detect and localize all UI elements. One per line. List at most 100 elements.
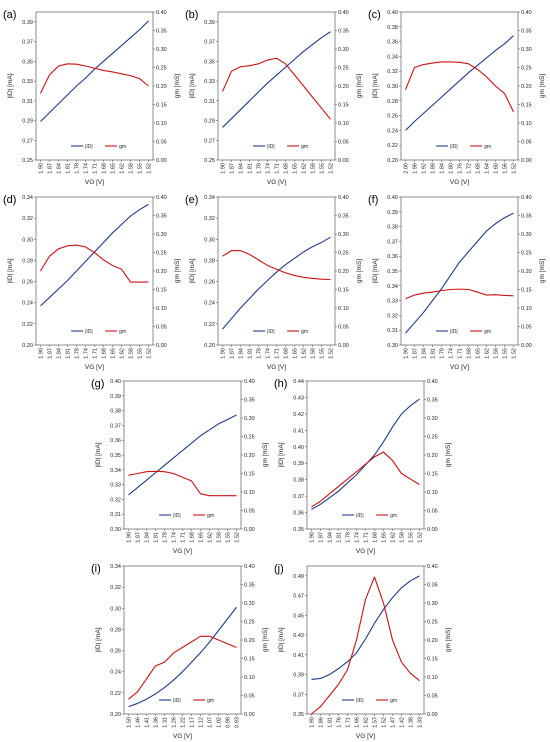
x-axis-label: VG [V]	[356, 548, 375, 555]
left-tick-label: 0.33	[110, 483, 121, 489]
x-tick-label: 1.78	[440, 348, 446, 359]
series-line-gm	[40, 63, 149, 94]
right-tick-label: 0.20	[156, 84, 167, 90]
left-tick-label: 0.35	[293, 712, 304, 718]
x-tick-label: 1.68	[284, 348, 290, 359]
left-tick-label: 0.37	[204, 40, 215, 46]
left-tick-label: 0.28	[22, 258, 33, 264]
x-tick-label: 1.84	[57, 348, 63, 359]
x-tick-label: 1.65	[199, 532, 205, 543]
x-tick-label: 1.68	[102, 163, 108, 174]
x-tick-label: 1.65	[111, 163, 117, 174]
right-tick-label: 0.15	[338, 103, 349, 109]
left-tick-label: 0.24	[22, 301, 33, 307]
series-line-id	[40, 203, 149, 307]
x-tick-label: 1.62	[364, 717, 370, 728]
left-tick-label: 0.34	[387, 54, 398, 60]
x-tick-label: 1.90	[221, 163, 227, 174]
series-line-id	[40, 20, 149, 122]
x-tick-label: 1.55	[138, 348, 144, 359]
left-tick-label: 0.39	[293, 461, 304, 467]
chart-panel: (h) 0.35 0.36 0.37 0.38 0.39 0.40 0.41 0.42 0.43 0…	[274, 378, 452, 555]
right-tick-label: 0.35	[521, 29, 532, 35]
right-tick-label: 0.35	[244, 583, 255, 589]
x-tick-label: 1.52	[512, 163, 518, 174]
left-tick-label: 0.31	[204, 99, 215, 105]
legend-entry: gm	[301, 144, 308, 150]
panel-label: (c)	[368, 9, 381, 21]
left-tick-label: 0.49	[293, 574, 304, 580]
left-tick-label: 0.35	[387, 269, 398, 275]
x-axis-label: VG [V]	[173, 733, 192, 740]
left-tick-label: 0.30	[22, 237, 33, 243]
left-tick-label: 0.32	[387, 69, 398, 75]
legend-entry: gm	[390, 513, 397, 519]
plot-frame	[35, 196, 154, 346]
left-tick-label: 0.39	[22, 20, 33, 26]
x-tick-label: 1.46	[136, 717, 142, 728]
left-tick-label: 0.29	[22, 119, 33, 125]
series-line-id	[311, 575, 420, 681]
legend-entry: |ID|	[267, 329, 275, 335]
right-tick-label: 0.15	[338, 288, 349, 294]
panel-label: (j)	[274, 563, 284, 575]
x-tick-label: 1.58	[129, 163, 135, 174]
x-tick-label: 1.80	[449, 163, 455, 174]
y-left-axis-label: |ID| [mA]	[278, 442, 285, 467]
x-tick-label: 1.41	[145, 717, 151, 728]
y-right-axis-label: gm [mS]	[539, 74, 546, 98]
right-tick-label: 0.30	[427, 601, 438, 607]
x-tick-label: 1.87	[230, 348, 236, 359]
x-tick-label: 1.74	[84, 163, 90, 174]
series-line-id	[311, 398, 420, 510]
left-tick-label: 0.27	[204, 138, 215, 144]
x-tick-label: 1.74	[266, 348, 272, 359]
y-left-axis-label: |ID| [mA]	[278, 627, 285, 652]
left-tick-label: 0.26	[204, 280, 215, 286]
right-tick-label: 0.30	[156, 47, 167, 53]
x-tick-label: 1.65	[293, 348, 299, 359]
panel-label: (b)	[185, 9, 198, 21]
plot-frame	[123, 565, 242, 715]
chart-panel: (f) 0.30 0.31 0.32 0.33 0.34 0.35 0.36 0.37 0.38 0…	[368, 194, 546, 371]
x-tick-label: 1.78	[257, 348, 263, 359]
left-tick-label: 0.31	[387, 328, 398, 334]
x-tick-label: 1.52	[382, 717, 388, 728]
x-tick-label: 1.72	[467, 163, 473, 174]
left-tick-label: 0.36	[387, 40, 398, 46]
legend-entry: gm	[119, 329, 126, 335]
left-tick-label: 0.22	[22, 322, 33, 328]
y-left-axis-label: |ID| [mA]	[372, 258, 379, 283]
right-tick-label: 0.05	[244, 694, 255, 700]
x-tick-label: 1.47	[391, 717, 397, 728]
right-tick-label: 0.20	[521, 269, 532, 275]
panel-label: (a)	[3, 9, 16, 21]
right-tick-label: 0.05	[521, 325, 532, 331]
series-line-gm	[222, 250, 331, 281]
x-tick-label: 1.58	[311, 163, 317, 174]
legend-entry: gm	[119, 144, 126, 150]
right-tick-label: 0.40	[427, 564, 438, 570]
right-tick-label: 0.10	[521, 121, 532, 127]
left-tick-label: 0.31	[110, 512, 121, 518]
x-tick-label: 1.78	[75, 163, 81, 174]
right-tick-label: 0.20	[427, 638, 438, 644]
legend-entry: |ID|	[450, 144, 458, 150]
x-tick-label: 1.42	[400, 717, 406, 728]
right-tick-label: 0.00	[338, 158, 349, 164]
right-tick-label: 0.00	[521, 343, 532, 349]
plot-frame	[400, 196, 519, 346]
right-tick-label: 0.25	[156, 251, 167, 257]
right-tick-label: 0.15	[427, 472, 438, 478]
left-tick-label: 0.20	[204, 343, 215, 349]
right-tick-label: 0.30	[521, 232, 532, 238]
left-tick-label: 0.37	[293, 494, 304, 500]
x-tick-label: 1.65	[111, 348, 117, 359]
x-tick-label: 1.55	[320, 163, 326, 174]
right-tick-label: 0.10	[338, 306, 349, 312]
left-tick-label: 0.40	[293, 445, 304, 451]
left-tick-label: 0.33	[387, 299, 398, 305]
x-tick-label: 1.90	[221, 348, 227, 359]
series-line-id	[128, 606, 237, 708]
series-line-gm	[40, 244, 149, 283]
